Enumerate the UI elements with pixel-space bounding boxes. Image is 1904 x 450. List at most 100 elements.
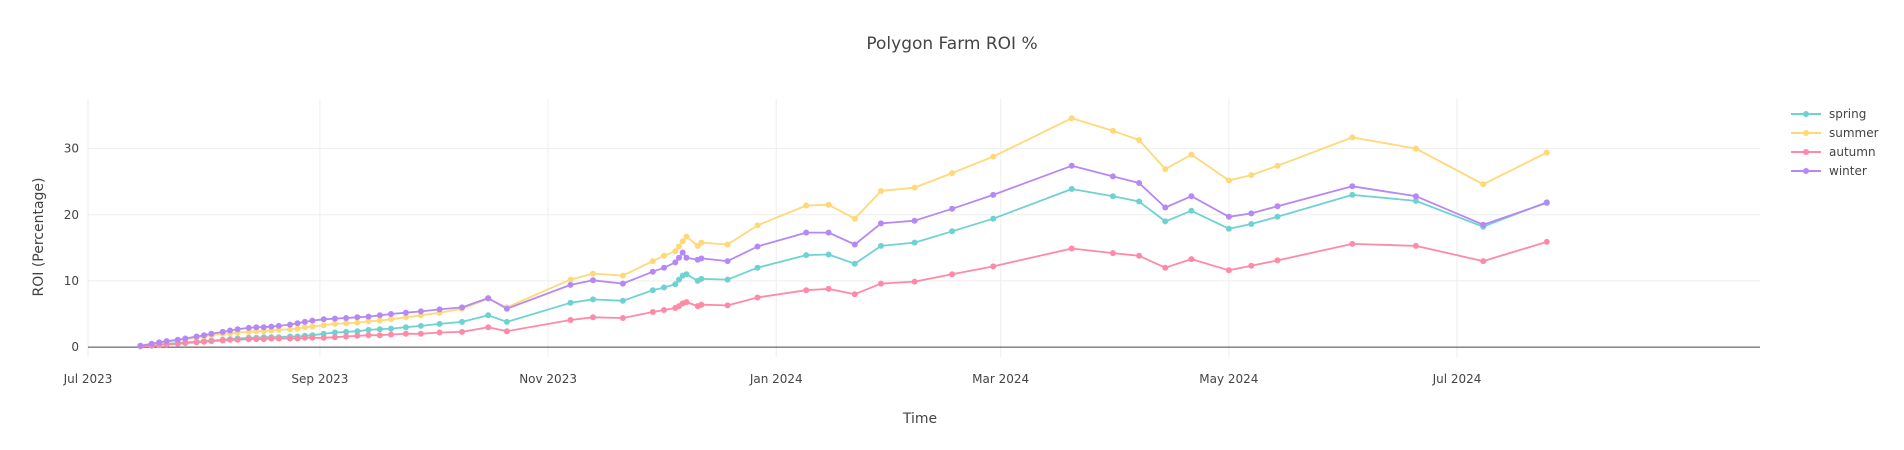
data-point xyxy=(567,299,574,306)
data-point xyxy=(1068,245,1075,252)
data-point xyxy=(365,318,372,325)
data-point xyxy=(376,312,383,319)
data-point xyxy=(1068,162,1075,169)
data-point xyxy=(193,333,200,340)
data-point xyxy=(590,277,596,284)
data-point xyxy=(990,191,997,198)
data-point xyxy=(649,258,656,265)
data-point xyxy=(1225,225,1232,232)
data-point xyxy=(754,243,761,250)
data-point xyxy=(724,258,731,265)
data-point xyxy=(676,276,682,283)
data-point xyxy=(1136,180,1143,186)
data-point xyxy=(661,252,667,259)
x-tick-label: Jul 2024 xyxy=(1432,372,1482,386)
data-point xyxy=(851,260,858,267)
data-point xyxy=(402,324,409,331)
data-point xyxy=(260,336,267,343)
legend-item-winter[interactable]: winter xyxy=(1791,164,1867,178)
data-point xyxy=(436,320,443,327)
data-point xyxy=(436,306,443,313)
data-point xyxy=(1480,258,1487,265)
data-point xyxy=(1480,181,1487,188)
data-point xyxy=(275,322,282,329)
data-point xyxy=(1274,162,1281,169)
data-point xyxy=(1480,221,1487,228)
legend[interactable]: spring summer autumn winter xyxy=(1791,107,1879,178)
data-point xyxy=(619,315,626,321)
data-point xyxy=(227,327,234,334)
data-point xyxy=(163,338,170,345)
data-point xyxy=(365,326,372,333)
data-point xyxy=(590,314,596,321)
data-point xyxy=(754,264,761,271)
data-point xyxy=(1109,127,1116,134)
y-tick-label: 0 xyxy=(71,340,79,354)
data-point xyxy=(245,336,252,343)
series-winter xyxy=(137,162,1550,349)
data-point xyxy=(724,302,731,309)
data-point xyxy=(354,328,361,335)
data-point xyxy=(949,228,956,235)
data-point xyxy=(1188,193,1195,200)
series-line-summer xyxy=(140,117,1548,347)
data-point xyxy=(1248,210,1255,217)
data-point xyxy=(803,229,810,236)
data-point xyxy=(1162,264,1169,271)
data-point xyxy=(683,299,690,306)
data-point xyxy=(227,336,234,343)
y-axis-ticks: 0 10 20 30 xyxy=(64,142,79,354)
data-point xyxy=(1188,207,1195,214)
data-point xyxy=(649,287,656,294)
data-point xyxy=(1412,193,1419,200)
data-point xyxy=(275,335,282,342)
data-point xyxy=(208,338,215,345)
x-tick-label: Nov 2023 xyxy=(519,372,577,386)
data-point xyxy=(294,325,301,332)
data-point xyxy=(661,307,667,313)
data-point xyxy=(234,326,241,333)
data-point xyxy=(503,328,510,335)
legend-item-summer[interactable]: summer xyxy=(1791,126,1879,140)
data-point xyxy=(253,336,260,343)
x-tick-label: Mar 2024 xyxy=(972,372,1029,386)
data-point xyxy=(354,332,361,339)
data-point xyxy=(1068,186,1075,192)
data-point xyxy=(301,324,308,331)
data-point xyxy=(193,339,200,346)
data-point xyxy=(459,328,465,335)
data-point xyxy=(1136,137,1143,143)
data-point xyxy=(649,309,656,315)
data-point xyxy=(676,254,682,261)
data-point xyxy=(148,340,155,347)
data-point xyxy=(619,297,626,304)
data-point xyxy=(459,318,465,325)
legend-item-autumn[interactable]: autumn xyxy=(1791,145,1876,159)
data-point xyxy=(590,296,596,303)
data-point xyxy=(287,335,293,342)
legend-swatch-marker xyxy=(1803,130,1809,136)
data-point xyxy=(698,275,705,282)
data-point xyxy=(661,284,667,291)
x-tick-label: Sep 2023 xyxy=(291,372,348,386)
data-point xyxy=(672,259,679,266)
data-point xyxy=(851,215,858,222)
data-point xyxy=(208,330,215,337)
legend-label: summer xyxy=(1829,126,1879,140)
data-point xyxy=(683,254,690,261)
x-axis-ticks: Jul 2023 Sep 2023 Nov 2023 Jan 2024 Mar 2024… xyxy=(63,372,1482,386)
data-point xyxy=(402,330,409,337)
legend-item-spring[interactable]: spring xyxy=(1791,107,1866,121)
data-point xyxy=(320,322,327,329)
data-point xyxy=(1109,250,1116,257)
data-point xyxy=(137,342,144,349)
data-point xyxy=(649,268,656,275)
data-point xyxy=(182,340,189,347)
data-point xyxy=(320,334,327,341)
data-point xyxy=(1412,197,1419,204)
data-point xyxy=(343,315,350,321)
data-point xyxy=(679,238,686,245)
data-point xyxy=(911,184,918,191)
data-point xyxy=(182,335,189,342)
data-point xyxy=(503,305,510,312)
